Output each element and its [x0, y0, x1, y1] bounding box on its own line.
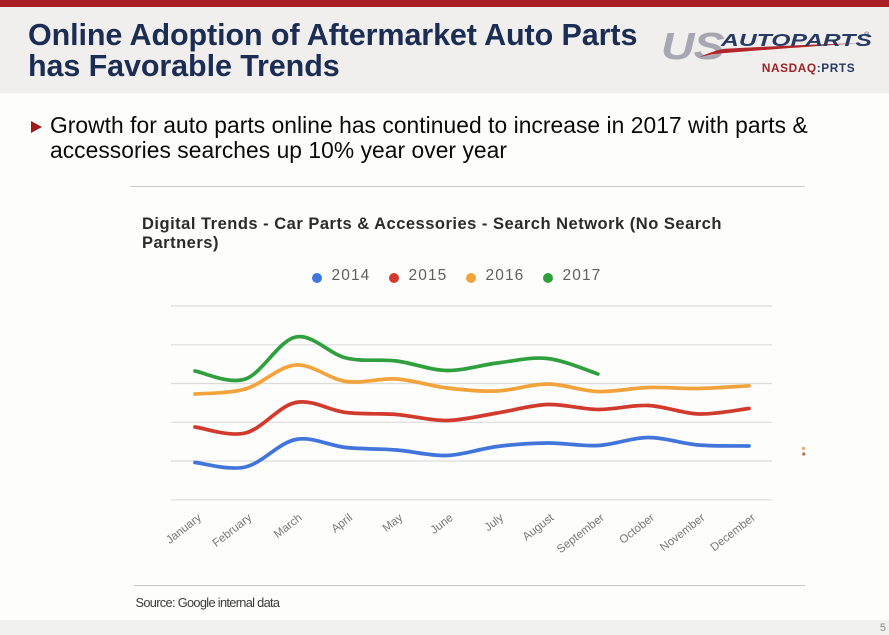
svg-text:May: May [381, 512, 406, 535]
svg-text:August: August [521, 511, 557, 543]
svg-text:February: February [211, 512, 255, 550]
svg-text:®: ® [864, 31, 869, 39]
svg-text:US: US [661, 25, 724, 68]
svg-text:March: March [272, 512, 305, 541]
svg-text:April: April [329, 512, 355, 536]
svg-text:June: June [429, 512, 456, 537]
svg-text:December: December [709, 512, 758, 554]
svg-text:AUTOPARTS: AUTOPARTS [720, 30, 873, 50]
svg-text:October: October [617, 512, 657, 547]
svg-text:January: January [164, 512, 204, 547]
svg-text:July: July [483, 512, 507, 534]
svg-text:September: September [555, 512, 607, 556]
svg-text:NASDAQ:PRTS: NASDAQ:PRTS [762, 61, 855, 75]
svg-text:November: November [658, 512, 707, 554]
